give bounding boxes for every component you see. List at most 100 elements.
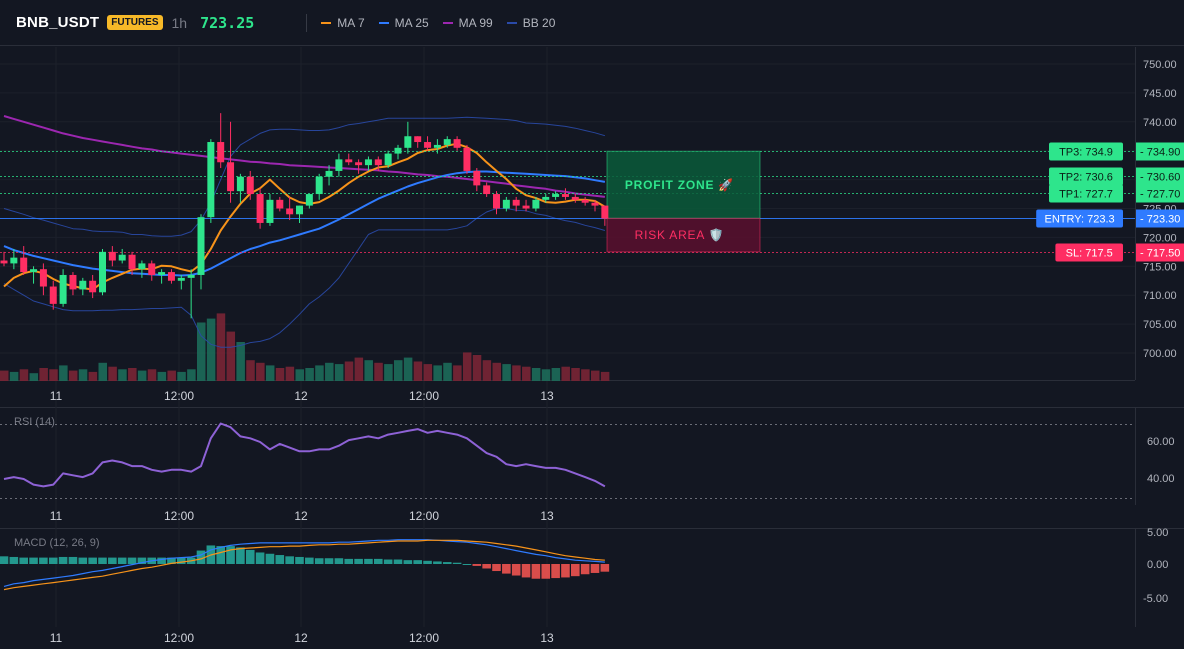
macd-title: MACD (12, 26, 9) — [14, 537, 100, 549]
macd-histogram-bar — [580, 564, 590, 575]
candle-body — [246, 176, 254, 195]
volume-bar — [295, 369, 304, 381]
volume-bar — [551, 368, 561, 381]
candle-body — [99, 251, 106, 293]
macd-histogram-bar — [137, 557, 147, 564]
legend-ma99-label: MA 99 — [458, 15, 493, 30]
volume-bar — [98, 362, 107, 381]
volume-bar — [384, 364, 393, 381]
volume-bar — [246, 360, 255, 381]
macd-histogram-bar — [511, 564, 521, 576]
macd-histogram-bar — [502, 564, 511, 574]
time-label: 11 — [50, 389, 63, 403]
volume-bar — [492, 362, 501, 381]
macd-histogram-bar — [157, 557, 166, 564]
candle-body — [108, 251, 116, 261]
volume-bar — [531, 368, 541, 381]
macd-histogram-bar — [9, 556, 19, 564]
macd-histogram-bar — [344, 558, 354, 564]
macd-histogram-bar — [531, 564, 541, 579]
time-label: 12:00 — [164, 509, 194, 523]
price-tick: 740.00 — [1143, 117, 1177, 129]
volume-bar — [256, 362, 265, 381]
volume-bar — [541, 369, 551, 381]
time-axis[interactable]: 11 12:00 12 12:00 13 11 12:00 12 12:00 13 11 12:00 1… — [50, 389, 554, 645]
candle-body — [394, 147, 402, 154]
bb-upper-line — [3, 116, 606, 237]
macd-histogram-bar — [324, 558, 334, 564]
volume-bar — [118, 369, 127, 381]
tp3-axis-label: - 734.90 — [1140, 147, 1180, 159]
legend-ma7[interactable]: MA 7 — [321, 16, 365, 30]
macd-histogram-bar — [196, 550, 206, 564]
macd-histogram-bar — [600, 564, 610, 572]
candle-body — [591, 202, 599, 206]
macd-histogram-bar — [245, 549, 255, 564]
macd-histogram-bar — [472, 564, 482, 566]
legend-bb20[interactable]: BB 20 — [506, 16, 555, 30]
macd-histogram-bar — [39, 557, 48, 564]
candle-body — [207, 142, 215, 218]
time-label: 13 — [540, 389, 554, 403]
volume-bar — [265, 365, 275, 381]
candle-body — [374, 159, 382, 166]
header-divider — [306, 13, 308, 32]
timeframe-label[interactable]: 1h — [171, 14, 188, 31]
candle-body — [296, 205, 303, 215]
price-tick: 720.00 — [1143, 232, 1177, 244]
price-tick: 710.00 — [1143, 290, 1177, 302]
candle-body — [335, 159, 343, 171]
macd-histogram-bar — [541, 564, 551, 579]
macd-histogram-bar — [442, 562, 452, 564]
price-tick: 715.00 — [1143, 261, 1177, 273]
volume-bar — [433, 365, 442, 381]
profit-zone[interactable] — [606, 150, 761, 219]
macd-histogram-bar — [295, 556, 304, 564]
macd-line — [3, 539, 605, 587]
volume-bar — [147, 369, 157, 381]
futures-badge: FUTURES — [107, 15, 163, 30]
volume-bar — [49, 369, 58, 381]
macd-histogram-bar — [413, 560, 422, 564]
volume-bar — [197, 322, 206, 381]
volume-bar — [462, 352, 472, 381]
candle-body — [79, 280, 87, 290]
legend-ma99[interactable]: MA 99 — [442, 15, 493, 30]
risk-zone[interactable] — [606, 217, 761, 253]
candle-body — [325, 170, 333, 177]
candle-body — [581, 199, 589, 203]
candle-body — [69, 274, 77, 290]
grid — [0, 47, 1135, 627]
volume-bar — [137, 370, 147, 381]
candle-body — [522, 205, 530, 209]
symbol-label[interactable]: BNB_USDT — [16, 14, 100, 31]
legend-ma25[interactable]: MA 25 — [378, 16, 429, 30]
candle-body — [483, 185, 491, 195]
volume-bar — [128, 368, 137, 381]
candle-body — [601, 205, 609, 219]
candle-body — [49, 286, 57, 304]
rsi-tick-60: 60.00 — [1147, 436, 1175, 448]
volume-bar — [59, 365, 68, 381]
time-label: 12:00 — [164, 389, 194, 403]
macd-histogram-bar — [285, 556, 294, 564]
candle-body — [266, 199, 274, 223]
volume-bar — [88, 371, 98, 381]
macd-histogram-bar — [117, 557, 127, 564]
candlesticks[interactable] — [0, 113, 609, 319]
macd-histogram-bar — [88, 557, 97, 564]
macd-histogram-bar — [561, 564, 570, 578]
candle-body — [355, 162, 363, 166]
macd-histogram-bar — [393, 559, 403, 564]
signal-line — [3, 539, 605, 591]
candle-body — [305, 194, 313, 206]
volume-bar — [561, 366, 570, 381]
volume-bar — [374, 362, 383, 381]
tp1-axis-label: - 727.70 — [1140, 189, 1180, 201]
macd-histogram-bar — [265, 553, 275, 564]
macd-histogram-bar — [482, 564, 491, 569]
candle-body — [532, 199, 540, 209]
time-label: 12:00 — [409, 509, 439, 523]
time-label: 12 — [294, 631, 308, 645]
